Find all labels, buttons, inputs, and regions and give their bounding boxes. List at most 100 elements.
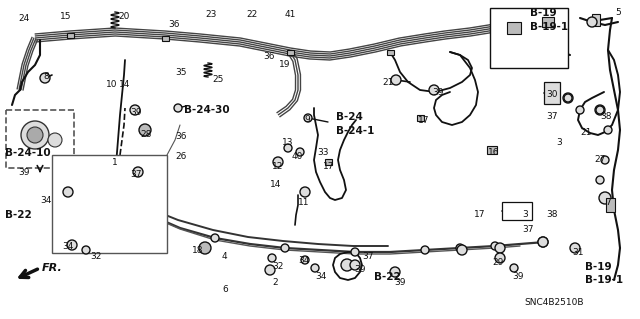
Circle shape xyxy=(491,242,499,250)
Bar xyxy=(507,22,521,34)
Circle shape xyxy=(599,192,611,204)
Circle shape xyxy=(510,264,518,272)
Text: 25: 25 xyxy=(212,75,223,84)
Circle shape xyxy=(268,254,276,262)
Text: 14: 14 xyxy=(119,80,131,89)
Circle shape xyxy=(596,176,604,184)
Text: 22: 22 xyxy=(246,10,257,19)
Text: 13: 13 xyxy=(282,138,294,147)
Circle shape xyxy=(284,144,292,152)
Circle shape xyxy=(67,240,77,250)
Text: B-22: B-22 xyxy=(374,272,401,282)
Text: 3: 3 xyxy=(556,138,562,147)
Text: 28: 28 xyxy=(140,130,152,139)
Text: 2: 2 xyxy=(272,278,278,287)
Text: 38: 38 xyxy=(546,210,557,219)
Circle shape xyxy=(596,106,604,114)
Circle shape xyxy=(350,260,360,270)
Text: 41: 41 xyxy=(285,10,296,19)
Bar xyxy=(67,33,74,38)
Circle shape xyxy=(211,234,219,242)
Circle shape xyxy=(311,264,319,272)
Text: 4: 4 xyxy=(222,252,228,261)
Circle shape xyxy=(604,126,612,134)
Text: 36: 36 xyxy=(263,52,275,61)
Circle shape xyxy=(391,75,401,85)
Circle shape xyxy=(304,114,312,122)
Text: 32: 32 xyxy=(272,262,284,271)
Text: 39: 39 xyxy=(394,278,406,287)
Bar xyxy=(161,35,168,41)
Circle shape xyxy=(421,246,429,254)
Text: 8: 8 xyxy=(43,72,49,81)
Circle shape xyxy=(296,148,304,156)
Bar xyxy=(544,82,560,104)
Text: B-24: B-24 xyxy=(336,112,363,122)
Text: 15: 15 xyxy=(60,12,72,21)
Circle shape xyxy=(48,133,62,147)
Text: 35: 35 xyxy=(175,68,186,77)
Text: B-22: B-22 xyxy=(5,210,32,220)
Circle shape xyxy=(40,73,50,83)
Text: 30: 30 xyxy=(546,90,557,99)
Circle shape xyxy=(130,105,140,115)
Text: FR.: FR. xyxy=(42,263,63,273)
Circle shape xyxy=(456,244,464,252)
Text: 17: 17 xyxy=(418,116,429,125)
Text: 31: 31 xyxy=(572,248,584,257)
Text: 1: 1 xyxy=(112,158,118,167)
FancyBboxPatch shape xyxy=(6,110,74,168)
Text: 26: 26 xyxy=(175,152,186,161)
Circle shape xyxy=(300,187,310,197)
Text: 36: 36 xyxy=(175,132,186,141)
Text: 34: 34 xyxy=(40,196,51,205)
Text: 36: 36 xyxy=(168,20,179,29)
Text: 23: 23 xyxy=(205,10,216,19)
Text: 27: 27 xyxy=(594,155,605,164)
Circle shape xyxy=(139,124,151,136)
Text: 9: 9 xyxy=(304,115,310,124)
Circle shape xyxy=(576,106,584,114)
Bar xyxy=(324,159,332,165)
Text: B-24-30: B-24-30 xyxy=(184,105,230,115)
Circle shape xyxy=(429,85,439,95)
Circle shape xyxy=(457,245,467,255)
Text: 17: 17 xyxy=(474,210,486,219)
Text: 38: 38 xyxy=(600,112,611,121)
Circle shape xyxy=(351,248,359,256)
Bar xyxy=(605,198,614,212)
Circle shape xyxy=(390,267,400,277)
Text: 37: 37 xyxy=(546,112,557,121)
Bar xyxy=(502,202,532,220)
Circle shape xyxy=(595,105,605,115)
Circle shape xyxy=(341,259,353,271)
Text: 21: 21 xyxy=(382,78,394,87)
Bar xyxy=(387,49,394,55)
Text: 37: 37 xyxy=(522,225,534,234)
Text: 39: 39 xyxy=(354,265,365,274)
Text: 17: 17 xyxy=(323,162,335,171)
Circle shape xyxy=(273,157,283,167)
Circle shape xyxy=(601,156,609,164)
Bar xyxy=(52,155,167,253)
Text: 19: 19 xyxy=(279,60,291,69)
Text: B-19-1: B-19-1 xyxy=(585,275,623,285)
Text: 3: 3 xyxy=(522,210,528,219)
Text: 39: 39 xyxy=(18,168,29,177)
Text: 39: 39 xyxy=(432,88,444,97)
Text: 6: 6 xyxy=(222,285,228,294)
Text: B-19: B-19 xyxy=(585,262,612,272)
Text: 34: 34 xyxy=(315,272,326,281)
Circle shape xyxy=(265,265,275,275)
Bar xyxy=(287,49,294,55)
Bar xyxy=(487,146,497,154)
Circle shape xyxy=(563,93,573,103)
Bar xyxy=(417,115,424,121)
Bar xyxy=(592,14,600,26)
Text: B-19-1: B-19-1 xyxy=(530,22,568,32)
Text: 33: 33 xyxy=(317,148,328,157)
Circle shape xyxy=(27,127,43,143)
Text: 20: 20 xyxy=(118,12,129,21)
Circle shape xyxy=(495,253,505,263)
Text: B-24-10: B-24-10 xyxy=(5,148,51,158)
